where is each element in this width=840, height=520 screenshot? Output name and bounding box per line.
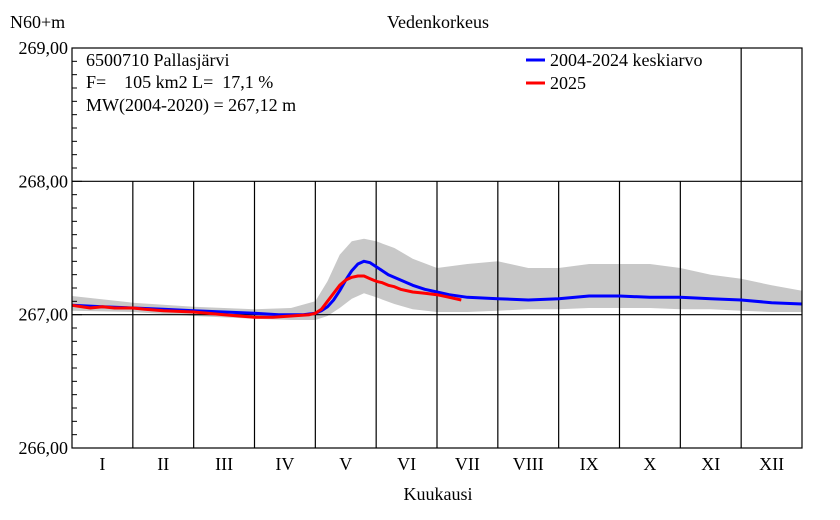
y-tick-label: 266,00 bbox=[19, 438, 69, 458]
chart-title: Vedenkorkeus bbox=[387, 12, 489, 32]
legend-label-2025: 2025 bbox=[550, 73, 586, 93]
y-tick-label: 268,00 bbox=[19, 171, 69, 191]
x-tick-label: VIII bbox=[513, 454, 544, 474]
x-tick-label: X bbox=[643, 454, 656, 474]
series-line-mean bbox=[71, 259, 803, 317]
x-tick-label: V bbox=[339, 454, 352, 474]
x-tick-label: I bbox=[99, 454, 105, 474]
series-layer bbox=[71, 259, 803, 319]
station-name: 6500710 Pallasjärvi bbox=[86, 50, 229, 70]
station-area-lake-pct: F= 105 km2 L= 17,1 % bbox=[86, 72, 273, 92]
x-tick-label: IX bbox=[580, 454, 599, 474]
y-tick-label: 269,00 bbox=[19, 38, 69, 58]
x-tick-label: VI bbox=[397, 454, 416, 474]
station-mean-water-level: MW(2004-2020) = 267,12 m bbox=[86, 95, 296, 116]
legend: 2004-2024 keskiarvo 2025 bbox=[526, 50, 702, 93]
y-tick-label: 267,00 bbox=[19, 305, 69, 325]
x-tick-label: III bbox=[215, 454, 233, 474]
x-tick-label: XI bbox=[701, 454, 720, 474]
y-axis-unit-label: N60+m bbox=[10, 12, 65, 32]
series-line-2025 bbox=[71, 274, 462, 319]
x-tick-label: VII bbox=[455, 454, 480, 474]
x-tick-label: XII bbox=[759, 454, 784, 474]
x-tick-label: IV bbox=[275, 454, 294, 474]
x-axis-label: Kuukausi bbox=[404, 484, 473, 504]
legend-label-mean: 2004-2024 keskiarvo bbox=[550, 50, 702, 70]
x-tick-label: II bbox=[157, 454, 169, 474]
